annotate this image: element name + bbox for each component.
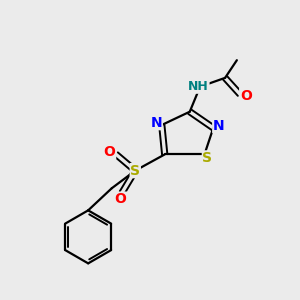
Text: O: O: [240, 88, 252, 103]
Text: N: N: [213, 118, 224, 133]
Text: NH: NH: [188, 80, 209, 93]
Text: O: O: [115, 192, 127, 206]
Text: S: S: [130, 164, 140, 178]
Text: N: N: [151, 116, 162, 130]
Text: O: O: [104, 145, 116, 159]
Text: S: S: [202, 151, 212, 165]
